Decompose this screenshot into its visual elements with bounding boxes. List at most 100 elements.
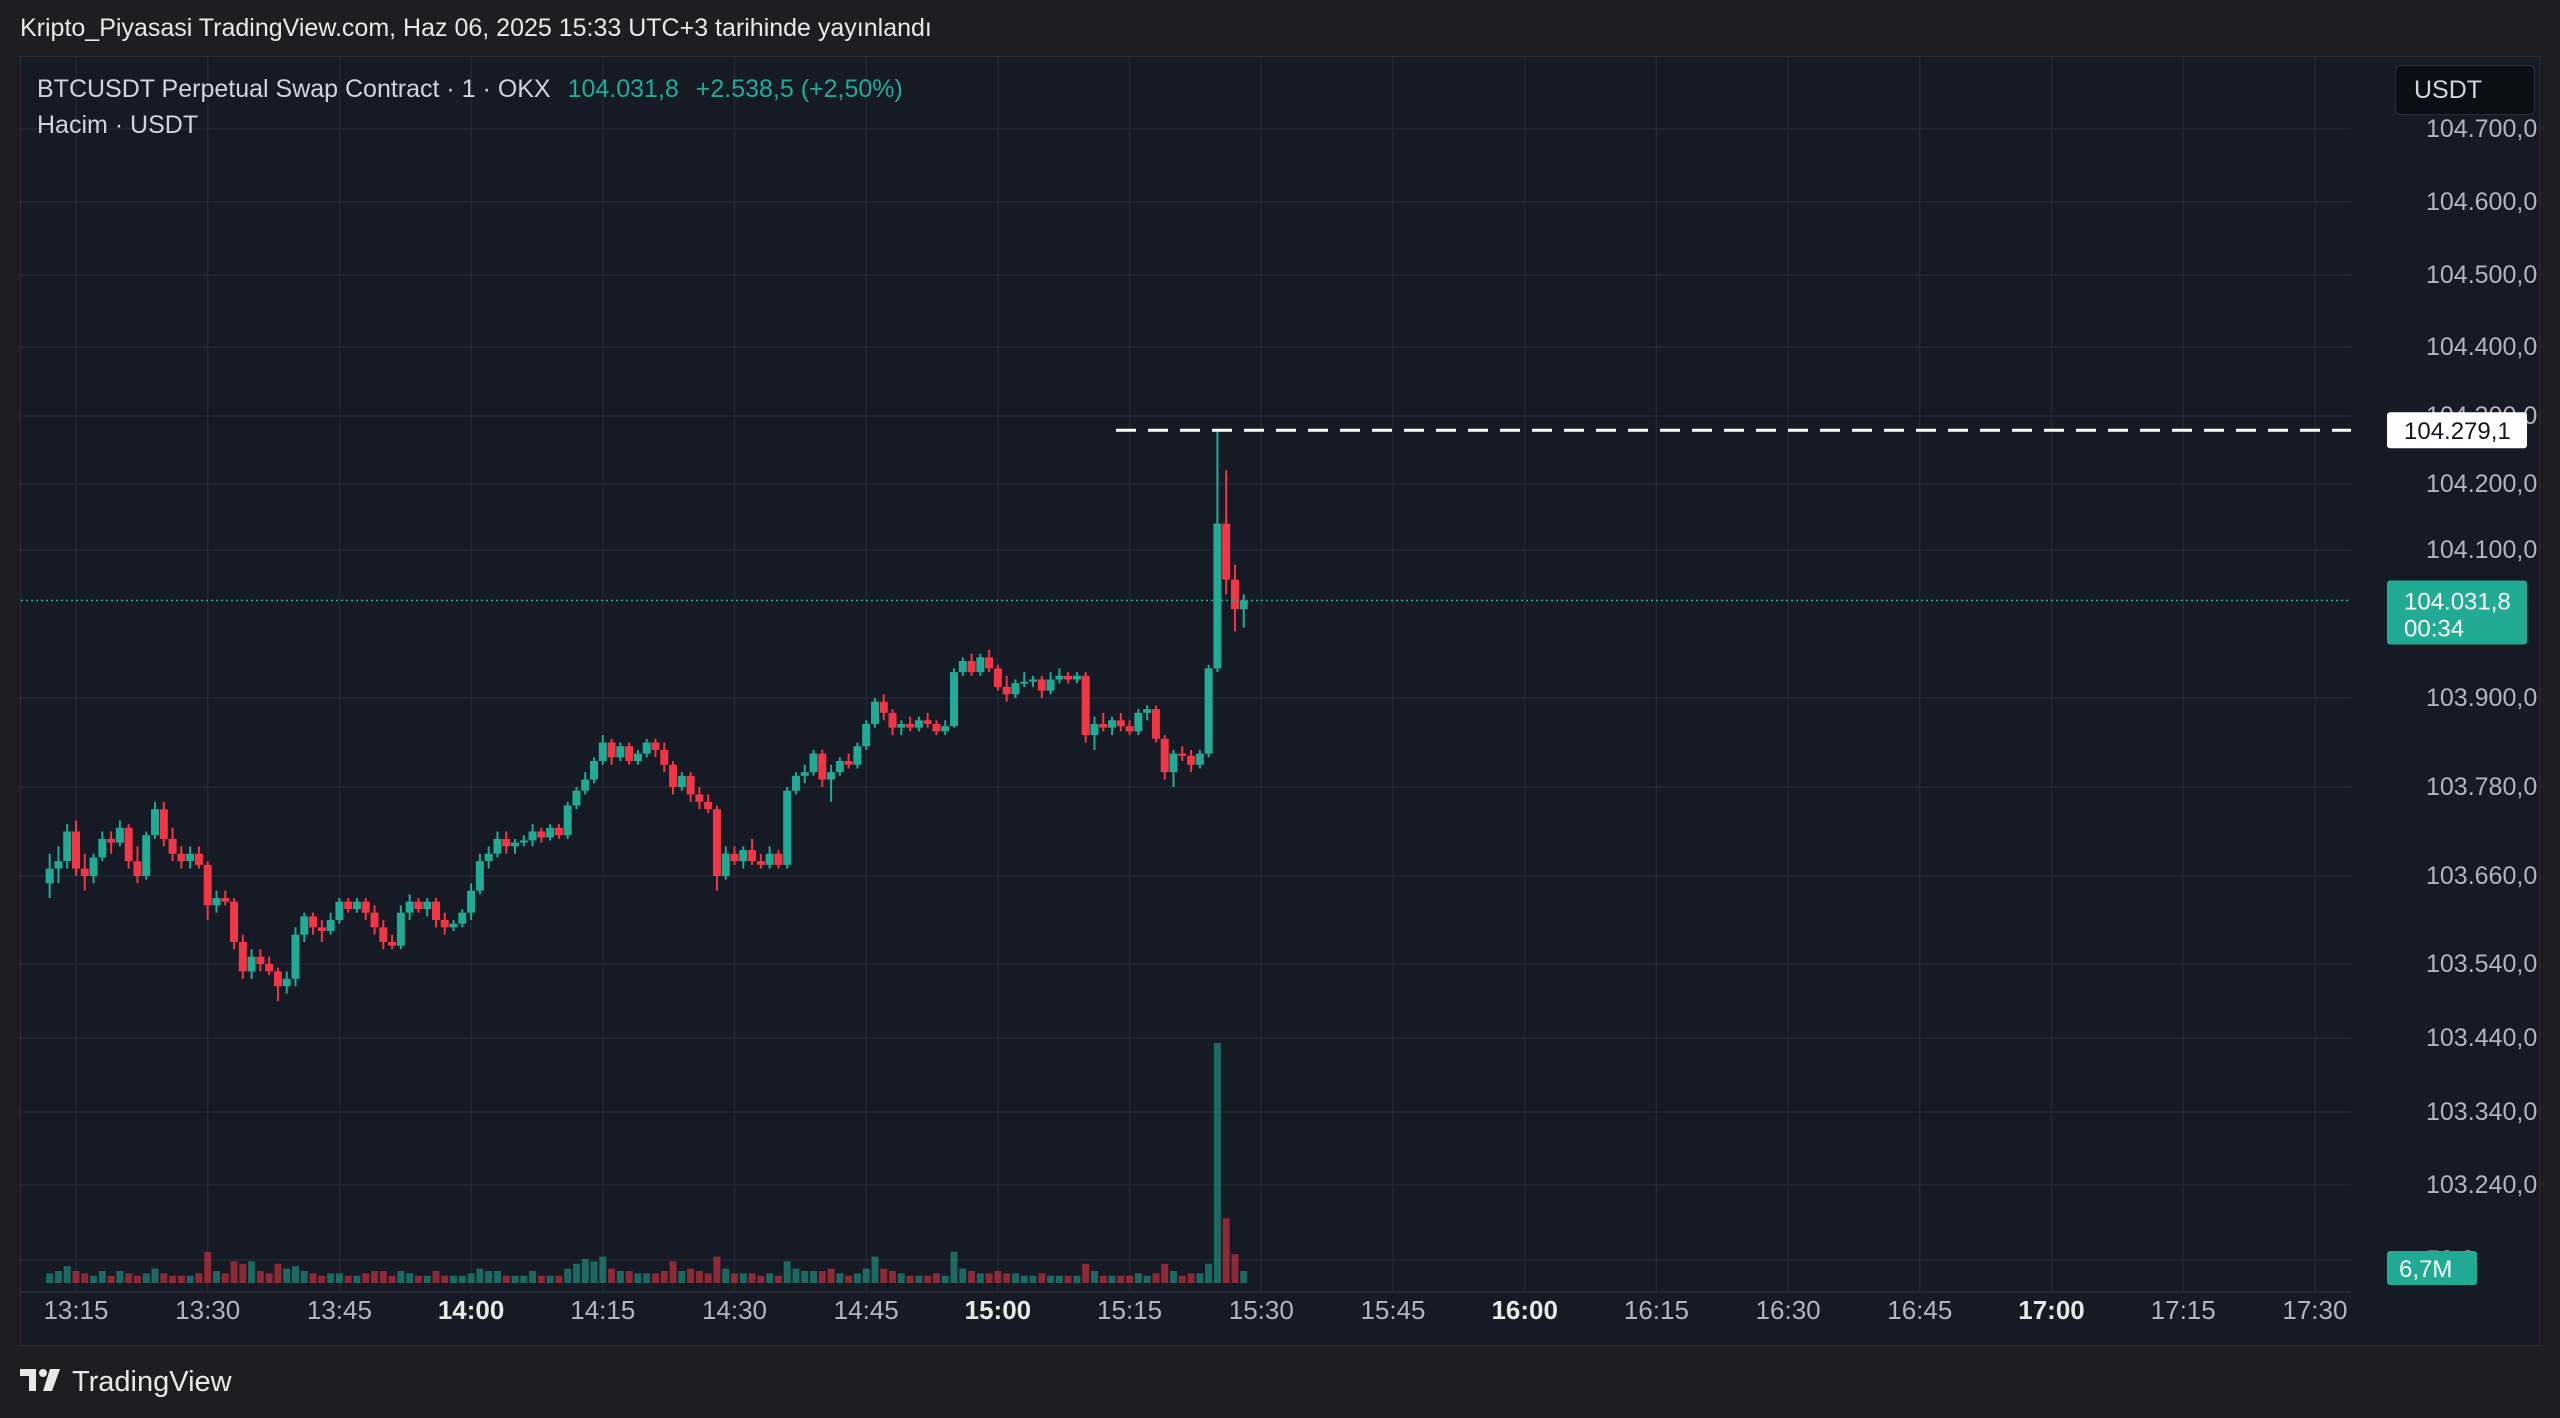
volume-bar [713, 1256, 721, 1283]
volume-bar [739, 1273, 747, 1283]
candle-body [677, 775, 686, 787]
volume-bar [1126, 1275, 1134, 1283]
volume-bar [212, 1271, 220, 1283]
time-tick-label: 16:00 [1491, 1295, 1558, 1325]
volume-bar [845, 1275, 853, 1283]
candle-body [923, 720, 932, 724]
legend-change: +2.538,5 (+2,50%) [695, 75, 903, 103]
candle-body [651, 742, 660, 750]
volume-bar [318, 1275, 326, 1283]
candle-body [423, 901, 432, 909]
candle-body [1195, 753, 1204, 765]
volume-bar [590, 1261, 598, 1283]
candle-body [783, 790, 792, 865]
legend-symbol[interactable]: BTCUSDT Perpetual Swap Contract · 1 · OK… [37, 75, 551, 103]
time-tick-label: 14:30 [702, 1295, 767, 1325]
volume-bar [537, 1275, 545, 1283]
candle-body [546, 827, 555, 838]
volume-bar [1222, 1218, 1230, 1283]
volume-bar [186, 1275, 194, 1283]
volume-bar [107, 1275, 115, 1283]
time-tick-label: 16:30 [1756, 1295, 1821, 1325]
candle-body [633, 753, 642, 762]
volume-bar [1108, 1275, 1116, 1283]
candle-body [1029, 679, 1038, 682]
volume-bar [695, 1271, 703, 1283]
volume-bar [1134, 1273, 1142, 1283]
candle-body [888, 712, 897, 728]
candle-body [985, 657, 994, 669]
volume-bar [950, 1251, 958, 1283]
candle-body [862, 723, 871, 747]
price-tick-label: 103.660,0 [2426, 862, 2537, 890]
currency-selector-button[interactable]: USDT [2395, 65, 2535, 115]
volume-bar [450, 1275, 458, 1283]
candle-body [993, 668, 1002, 687]
candle-body [791, 775, 800, 791]
candle-body [361, 901, 370, 913]
time-tick-label: 13:30 [175, 1295, 240, 1325]
volume-bar [388, 1275, 396, 1283]
high-price-badge [2387, 412, 2527, 449]
legend-volume-label[interactable]: Hacim · USDT [37, 111, 199, 139]
volume-bar [1047, 1275, 1055, 1283]
volume-bar [783, 1261, 791, 1283]
candle-body [388, 942, 397, 946]
volume-bar [476, 1268, 484, 1283]
volume-bar [125, 1273, 133, 1283]
candle-body [1213, 523, 1222, 669]
candle-body [1160, 738, 1169, 773]
candle-body [563, 805, 572, 836]
volume-bar [300, 1271, 308, 1283]
candle-body [967, 661, 976, 673]
volume-bar [564, 1268, 572, 1283]
candle-body [300, 916, 309, 935]
candle-body [291, 934, 300, 979]
countdown-label: 00:34 [2404, 615, 2464, 642]
volume-bar [625, 1271, 633, 1283]
volume-bar [441, 1275, 449, 1283]
time-tick-label: 14:00 [438, 1295, 505, 1325]
volume-bar [204, 1251, 212, 1283]
volume-bar [678, 1271, 686, 1283]
time-tick-label: 17:30 [2282, 1295, 2347, 1325]
price-tick-label: 103.340,0 [2426, 1098, 2537, 1126]
candle-body [238, 942, 247, 972]
volume-bar [362, 1273, 370, 1283]
candle-body [115, 827, 124, 843]
volume-bar [520, 1275, 528, 1283]
volume-bar [968, 1271, 976, 1283]
candle-body [493, 838, 502, 854]
volume-bar [72, 1271, 80, 1283]
candle-body [1151, 709, 1160, 739]
candle-body [440, 920, 449, 928]
candlestick-chart[interactable]: 104.700,0 104.600,0 104.500,0 104.400,0 104.… [21, 57, 2540, 1346]
volume-bar [836, 1273, 844, 1283]
candle-body [1072, 675, 1081, 680]
candle-body [528, 831, 537, 841]
candle-body [142, 835, 151, 876]
candle-body [107, 838, 116, 843]
candle-body [1099, 723, 1108, 728]
time-tick-label: 15:00 [965, 1295, 1032, 1325]
volume-badge-label: 6,7M [2399, 1256, 2452, 1283]
candle-body [63, 831, 72, 862]
volume-bar [511, 1275, 519, 1283]
candle-body [230, 901, 239, 942]
volume-bar [959, 1268, 967, 1283]
volume-bar [221, 1273, 229, 1283]
tradingview-logo-icon [20, 1367, 64, 1398]
time-tick-label: 17:15 [2151, 1295, 2216, 1325]
volume-bar [616, 1271, 624, 1283]
time-tick-label: 16:15 [1624, 1295, 1689, 1325]
volume-bar [1090, 1271, 1098, 1283]
volume-bar [63, 1266, 71, 1283]
time-tick-label: 13:45 [307, 1295, 372, 1325]
volume-bar [643, 1273, 651, 1283]
time-tick-label: 14:15 [570, 1295, 635, 1325]
chart-panel[interactable]: 104.700,0 104.600,0 104.500,0 104.400,0 104.… [20, 56, 2540, 1346]
candle-body [98, 838, 107, 858]
volume-bar [1152, 1273, 1160, 1283]
volume-bar [687, 1268, 695, 1283]
volume-bar [397, 1271, 405, 1283]
